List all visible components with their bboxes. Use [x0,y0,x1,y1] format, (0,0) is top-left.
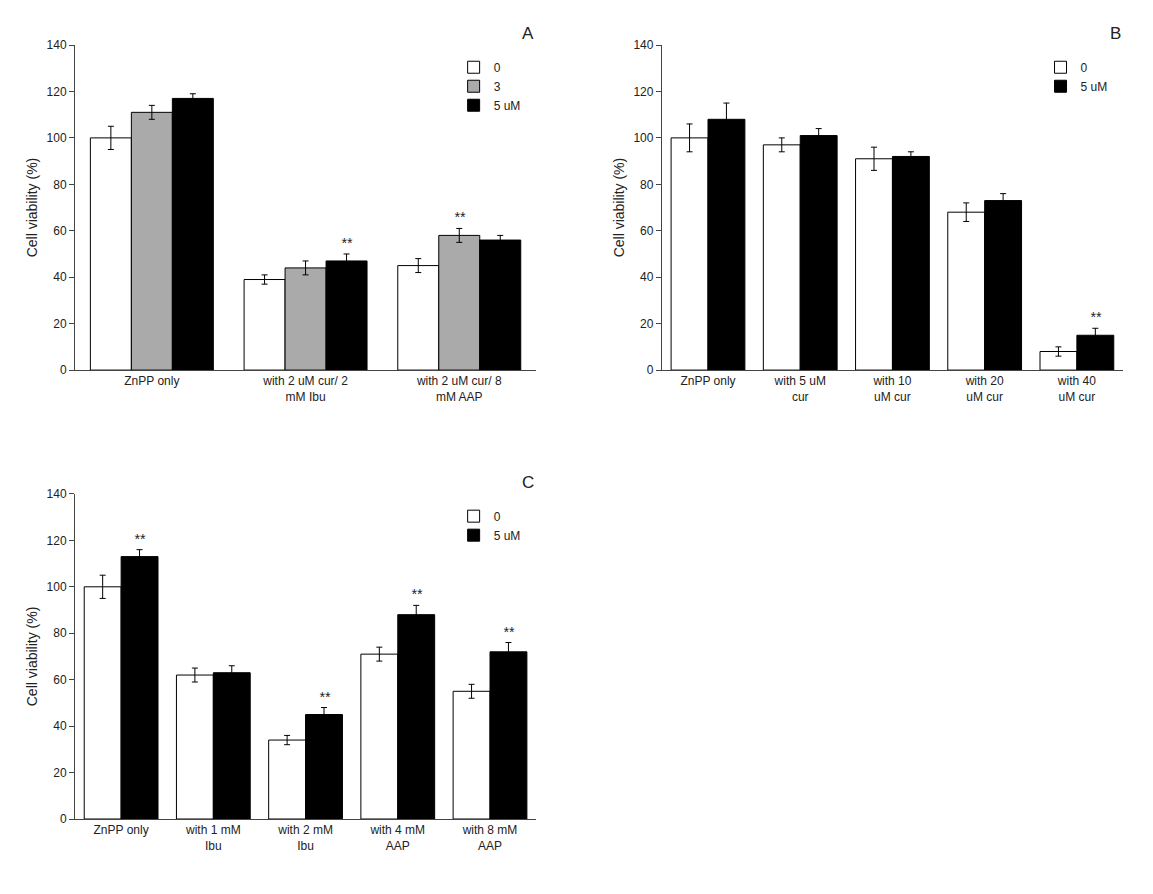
svg-text:**: ** [454,209,465,225]
svg-text:5 uM: 5 uM [1081,80,1108,94]
svg-text:**: ** [503,624,514,640]
svg-text:80: 80 [53,178,67,192]
svg-text:with 5 uMcur: with 5 uMcur [774,374,826,404]
svg-text:0: 0 [60,812,67,826]
svg-text:40: 40 [53,719,67,733]
svg-text:with 1 mMIbu: with 1 mMIbu [185,823,241,853]
svg-text:with 8 mMAAP: with 8 mMAAP [462,823,518,853]
svg-text:0: 0 [494,510,501,524]
svg-text:40: 40 [640,270,654,284]
svg-text:3: 3 [494,80,501,94]
svg-text:A: A [522,24,534,43]
svg-text:with 2 uM cur/ 2mM Ibu: with 2 uM cur/ 2mM Ibu [262,374,348,404]
svg-text:0: 0 [494,61,501,75]
svg-text:80: 80 [640,178,654,192]
svg-text:**: ** [411,586,422,602]
svg-text:0: 0 [1081,61,1088,75]
svg-text:60: 60 [640,224,654,238]
svg-text:100: 100 [633,131,653,145]
svg-text:20: 20 [640,317,654,331]
svg-text:120: 120 [633,85,653,99]
svg-text:0: 0 [60,363,67,377]
svg-text:ZnPP only: ZnPP only [680,374,735,388]
svg-text:120: 120 [47,85,67,99]
svg-text:140: 140 [633,38,653,52]
svg-text:with 2 uM cur/ 8mM AAP: with 2 uM cur/ 8mM AAP [416,374,502,404]
svg-text:80: 80 [53,626,67,640]
svg-text:5 uM: 5 uM [494,529,521,543]
svg-text:0: 0 [647,363,654,377]
svg-text:with 10uM cur: with 10uM cur [872,374,911,404]
svg-text:20: 20 [53,317,67,331]
svg-text:40: 40 [53,270,67,284]
svg-text:100: 100 [47,580,67,594]
svg-text:ZnPP only: ZnPP only [124,374,179,388]
svg-text:Cell viability (%): Cell viability (%) [24,607,40,707]
svg-text:120: 120 [47,534,67,548]
svg-text:Cell viability (%): Cell viability (%) [611,158,627,258]
svg-text:with 40uM cur: with 40uM cur [1057,374,1096,404]
svg-text:**: ** [134,531,145,547]
svg-text:140: 140 [47,38,67,52]
svg-text:**: ** [319,689,330,705]
svg-text:20: 20 [53,766,67,780]
svg-text:B: B [1110,24,1121,43]
svg-text:**: ** [1090,309,1101,325]
svg-text:with 2 mMIbu: with 2 mMIbu [277,823,333,853]
svg-text:5 uM: 5 uM [494,99,521,113]
svg-text:Cell viability (%): Cell viability (%) [24,158,40,258]
svg-text:60: 60 [53,224,67,238]
svg-text:with 20uM cur: with 20uM cur [965,374,1004,404]
svg-text:with 4 mMAAP: with 4 mMAAP [369,823,425,853]
svg-text:60: 60 [53,673,67,687]
svg-text:140: 140 [47,487,67,501]
svg-text:100: 100 [47,131,67,145]
svg-text:**: ** [341,235,352,251]
svg-text:C: C [522,473,534,492]
svg-text:ZnPP only: ZnPP only [94,823,149,837]
